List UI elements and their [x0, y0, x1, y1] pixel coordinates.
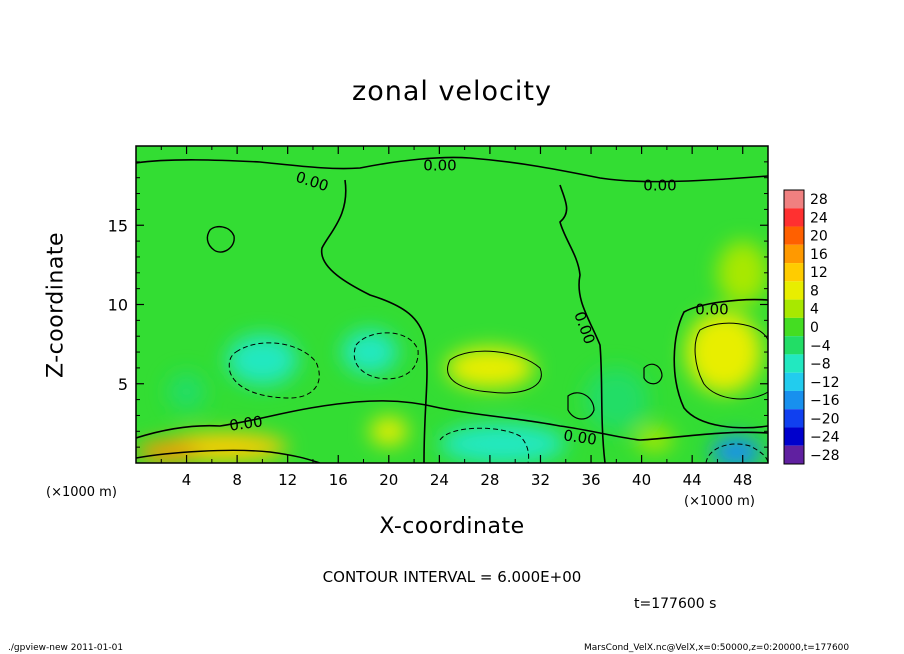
x-tick-label: 20 — [379, 471, 398, 489]
colorbar-label: 8 — [810, 283, 819, 299]
field-region — [717, 241, 768, 305]
field-region — [711, 436, 762, 463]
contour-zero-top — [136, 156, 768, 183]
footer-source: MarsCond_VelX.nc@VelX,x=0:50000,z=0:2000… — [584, 643, 850, 653]
colorbar-swatch — [784, 244, 804, 264]
x-tick-label: 16 — [329, 471, 348, 489]
colorbar-label: 20 — [810, 229, 828, 245]
colorbar-label: 12 — [810, 265, 828, 281]
colorbar-label: −24 — [810, 430, 840, 446]
contour-bottom-left — [136, 449, 321, 463]
field-region — [167, 372, 206, 411]
colorbar-swatch — [784, 390, 804, 410]
x-axis: 4 8 12 16 20 24 28 32 36 40 44 48 — [160, 146, 752, 489]
y-tick-label: 5 — [118, 375, 128, 394]
contour-label: 0.00 — [423, 157, 456, 175]
colorbar-label: −4 — [810, 338, 831, 354]
colorbar-swatch — [784, 409, 804, 428]
colorbar-label: −28 — [810, 448, 840, 464]
field-region — [227, 334, 298, 386]
contour-yellow-center — [447, 350, 542, 394]
colorbar-swatch — [784, 354, 804, 373]
colorbar-label: −8 — [810, 357, 831, 373]
contour-lines — [136, 156, 768, 463]
field-region — [584, 367, 648, 432]
colorbar-label: 24 — [810, 210, 828, 226]
field-region — [136, 440, 200, 463]
y-tick-label: 15 — [108, 216, 128, 235]
contour-small-loop-3 — [567, 392, 595, 420]
colorbar-swatch — [784, 190, 804, 209]
colorbar-swatch — [784, 372, 804, 391]
x-tick-label: 36 — [581, 471, 600, 489]
colorbar-swatch — [784, 445, 804, 464]
contour-label: 0.00 — [643, 177, 676, 195]
contour-label: 0.00 — [562, 426, 598, 448]
contour-small-loop — [206, 225, 235, 253]
colorbar-swatch — [784, 299, 804, 318]
colorbar-label: −16 — [810, 393, 840, 409]
x-tick-label: 28 — [480, 471, 499, 489]
colorbar-label: −12 — [810, 375, 840, 391]
x-unit-label-left: (×1000 m) — [46, 485, 117, 500]
colorbar: 28 24 20 16 12 8 4 0 −4 −8 −12 −16 −20 −24 −28 — [783, 189, 840, 465]
colorbar-label: 4 — [810, 302, 819, 318]
contour-small-loop-2 — [643, 363, 663, 385]
contour-dashed-bottom-mid — [439, 427, 530, 463]
field-region — [445, 347, 535, 389]
contour-label: 0.00 — [695, 301, 728, 319]
field-region — [685, 310, 762, 394]
contour-labels: 0.000.000.000.000.000.000.00 — [228, 157, 729, 449]
x-tick-label: 4 — [182, 471, 192, 489]
contour-label: 0.00 — [228, 412, 264, 434]
x-tick-label: 44 — [683, 471, 702, 489]
colorbar-swatch — [784, 336, 804, 355]
colorbar-label: 0 — [810, 320, 819, 336]
x-tick-label: 24 — [430, 471, 449, 489]
velocity-field — [136, 146, 768, 463]
footer-program: ./gpview-new 2011-01-01 — [8, 643, 124, 653]
field-region — [342, 329, 398, 375]
time-label: t=177600 s — [634, 596, 717, 612]
colorbar-swatch — [784, 427, 804, 446]
contour-zero-lower — [136, 400, 768, 441]
colorbar-frame — [783, 189, 805, 465]
colorbar-swatch — [784, 317, 804, 337]
contour-dashed-bottom-right — [705, 443, 768, 463]
field-region — [439, 423, 566, 463]
colorbar-label: 28 — [810, 192, 828, 208]
x-tick-label: 8 — [232, 471, 242, 489]
chart-title: zonal velocity — [352, 76, 552, 107]
field-blobs — [136, 241, 768, 463]
x-axis-label: X-coordinate — [379, 514, 525, 539]
y-axis: 5 10 15 — [108, 161, 768, 448]
contour-dashed-cyan — [228, 342, 320, 399]
y-axis-label: Z-coordinate — [43, 232, 69, 378]
field-region — [369, 417, 408, 446]
contour-zero-right — [559, 184, 606, 463]
x-tick-label: 12 — [278, 471, 297, 489]
colorbar-swatch — [784, 263, 804, 282]
x-tick-label: 48 — [733, 471, 752, 489]
colorbar-label: 16 — [810, 247, 828, 263]
x-unit-label-right: (×1000 m) — [684, 494, 755, 509]
x-tick-label: 40 — [632, 471, 651, 489]
contour-zero-right-loop — [673, 298, 768, 429]
contour-interval-text: CONTOUR INTERVAL = 6.000E+00 — [322, 568, 582, 586]
colorbar-swatch — [784, 208, 804, 227]
colorbar-swatch — [784, 226, 804, 245]
colorbar-swatch — [784, 281, 804, 300]
contour-zero-middle — [321, 179, 428, 463]
contour-dashed-cyan-2 — [353, 332, 419, 380]
x-tick-label: 32 — [531, 471, 550, 489]
colorbar-label: −20 — [810, 411, 840, 427]
y-tick-label: 10 — [108, 296, 128, 315]
contour-yellow-right — [694, 322, 768, 400]
